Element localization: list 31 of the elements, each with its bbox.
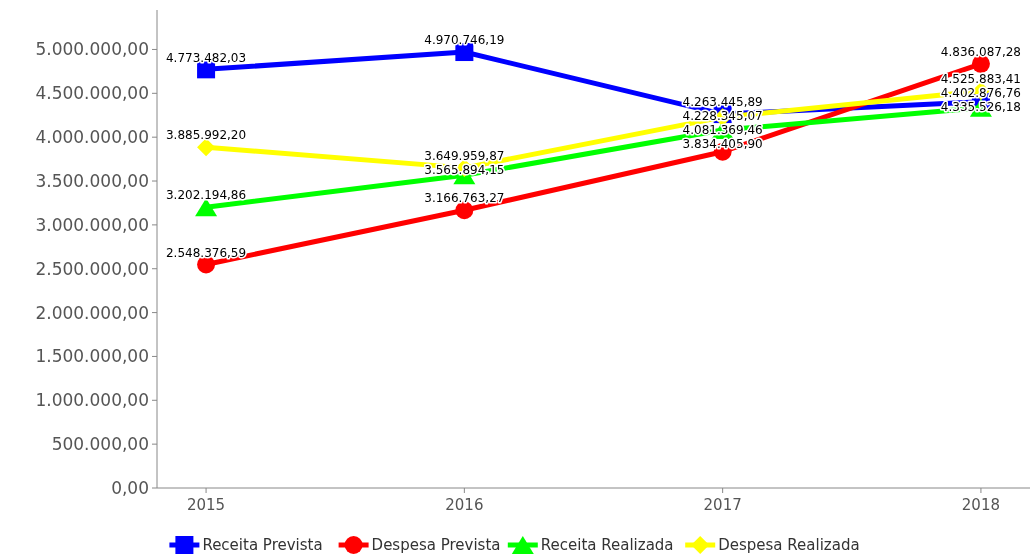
data-label: 3.565.894,15 <box>424 163 505 178</box>
data-label: 4.970.746,19 <box>424 33 505 48</box>
x-tick-label: 2015 <box>186 496 226 514</box>
data-label: 3.649.959,87 <box>424 149 505 164</box>
x-tick-label: 2016 <box>445 496 484 514</box>
data-label: 4.525.883,41 <box>940 72 1021 87</box>
y-tick-label: 2.500.000,00 <box>35 258 149 279</box>
y-tick-label: 2.000.000,00 <box>35 302 149 323</box>
data-label: 3.202.194,86 <box>166 188 247 203</box>
y-tick-label: 4.500.000,00 <box>35 83 149 104</box>
y-tick-label: 3.500.000,00 <box>35 170 149 191</box>
y-tick-label: 5.000.000,00 <box>35 39 149 60</box>
data-label: 4.335.526,18 <box>940 100 1021 115</box>
data-label: 4.263.445,89 <box>682 95 763 110</box>
y-tick-label: 0,00 <box>111 477 149 498</box>
data-label: 3.166.763,27 <box>424 191 505 206</box>
legend-label: Despesa Realizada <box>718 536 860 555</box>
legend-label: Receita Realizada <box>540 536 674 555</box>
data-label: 4.836.087,28 <box>940 45 1021 60</box>
y-tick-label: 500.000,00 <box>51 434 149 455</box>
y-tick-label: 3.000.000,00 <box>35 214 149 235</box>
y-tick-label: 1.000.000,00 <box>35 390 149 411</box>
data-label: 2.548.376,59 <box>166 245 247 260</box>
data-label: 4.773.482,03 <box>166 50 247 65</box>
x-tick-label: 2017 <box>703 496 742 514</box>
y-tick-label: 4.000.000,00 <box>35 127 149 148</box>
legend-label: Receita Prevista <box>202 536 323 555</box>
x-tick-label: 2018 <box>961 496 1001 514</box>
data-label: 3.885.992,20 <box>166 128 247 143</box>
y-tick-label: 1.500.000,00 <box>35 346 149 367</box>
legend-label: Despesa Prevista <box>371 536 501 555</box>
